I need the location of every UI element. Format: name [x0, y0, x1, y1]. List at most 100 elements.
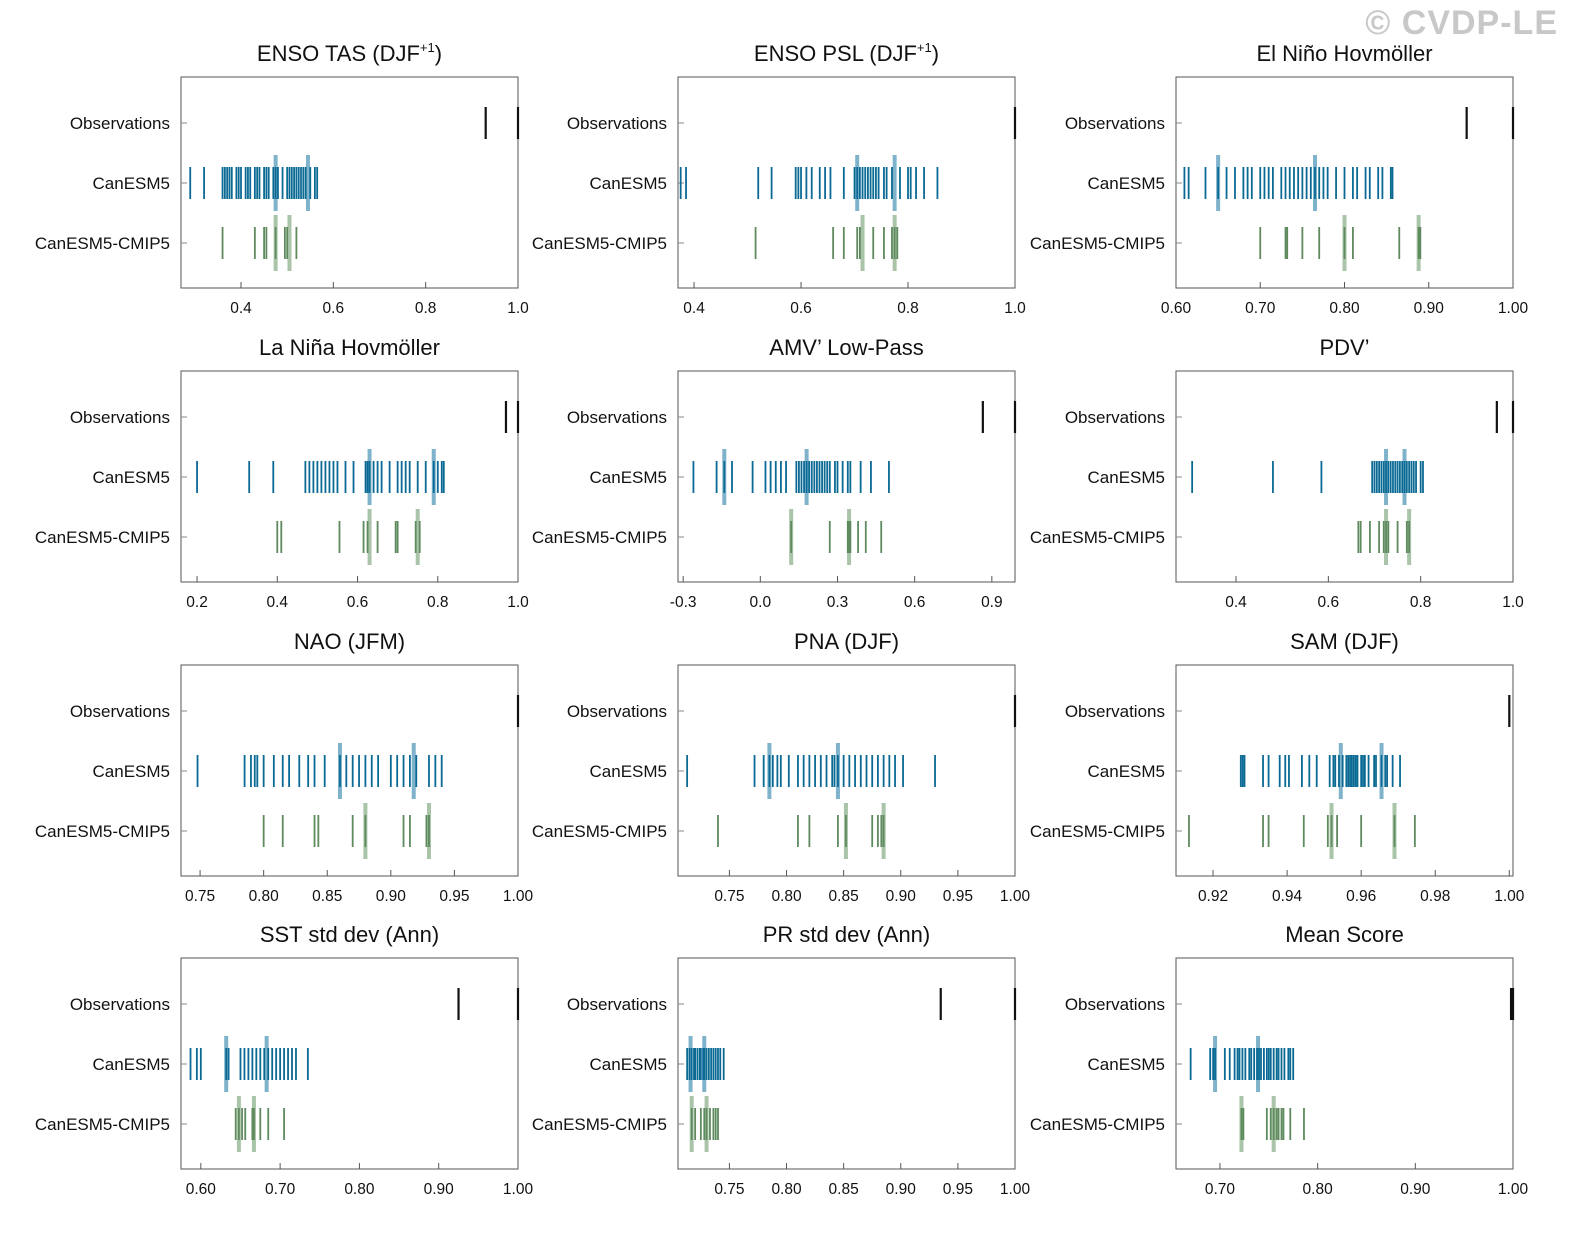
x-tick-label: 0.6 — [904, 594, 926, 611]
x-tick-label: 0.6 — [323, 300, 345, 317]
row-label: CanESM5-CMIP5 — [532, 1115, 667, 1134]
panel-title: SAM (DJF) — [1290, 629, 1399, 654]
x-tick-label: 0.4 — [230, 300, 252, 317]
x-tick-label: 0.98 — [1420, 888, 1450, 905]
x-tick-label: 0.92 — [1198, 888, 1228, 905]
x-tick-label: 1.0 — [1004, 300, 1026, 317]
row-label: Observations — [70, 995, 170, 1014]
x-tick-label: 1.00 — [1498, 300, 1529, 317]
row-label: CanESM5-CMIP5 — [1030, 528, 1165, 547]
x-tick-label: 0.4 — [683, 300, 705, 317]
x-tick-label: 0.70 — [1205, 1181, 1236, 1198]
row-label: CanESM5-CMIP5 — [1030, 822, 1165, 841]
x-tick-label: 1.00 — [503, 1181, 534, 1198]
row-label: CanESM5 — [93, 174, 170, 193]
x-tick-label: 0.0 — [750, 594, 772, 611]
panel-1: ENSO TAS (DJF+1) Observations CanESM5 CanES… — [35, 40, 529, 317]
plot-frame — [180, 370, 519, 583]
row-label: CanESM5 — [1088, 174, 1165, 193]
x-tick-label: 0.80 — [1303, 1181, 1334, 1198]
x-tick-label: 1.00 — [1498, 1181, 1529, 1198]
x-tick-label: 0.90 — [424, 1181, 455, 1198]
panel-title: AMV’ Low-Pass — [769, 335, 923, 360]
x-tick-label: 0.6 — [1318, 594, 1340, 611]
x-tick-label: 0.90 — [376, 888, 407, 905]
x-tick-label: 1.00 — [1494, 888, 1525, 905]
panel-7: NAO (JFM) Observations CanESM5 CanESM5-CMIP… — [35, 629, 534, 905]
panel-10: SST std dev (Ann) Observations CanESM5 CanE… — [35, 922, 534, 1198]
row-label: CanESM5-CMIP5 — [35, 1115, 170, 1134]
panel-title: PNA (DJF) — [794, 629, 899, 654]
x-tick-label: 0.75 — [714, 1181, 744, 1198]
panel-4: La Niña Hovmöller Observations CanESM5 CanE… — [35, 335, 529, 611]
x-tick-label: 0.9 — [981, 594, 1003, 611]
x-tick-label: 0.95 — [943, 1181, 973, 1198]
x-tick-label: 0.90 — [1400, 1181, 1431, 1198]
x-tick-label: 0.8 — [1410, 594, 1432, 611]
row-label: CanESM5 — [590, 174, 667, 193]
x-tick-label: 1.0 — [1502, 594, 1524, 611]
x-tick-label: 0.70 — [265, 1181, 296, 1198]
row-label: Observations — [1065, 114, 1165, 133]
panel-8: PNA (DJF) Observations CanESM5 CanESM5-CMIP… — [532, 629, 1031, 905]
panel-5: AMV’ Low-Pass Observations CanESM5 CanESM5-… — [532, 335, 1017, 611]
x-tick-label: 1.0 — [507, 594, 529, 611]
row-label: Observations — [1065, 702, 1165, 721]
x-tick-label: 1.00 — [1000, 1181, 1031, 1198]
panel-title: SST std dev (Ann) — [260, 922, 439, 947]
row-label: Observations — [1065, 408, 1165, 427]
x-tick-label: 0.96 — [1346, 888, 1376, 905]
plot-frame — [180, 664, 519, 877]
x-tick-label: 0.95 — [439, 888, 469, 905]
row-label: CanESM5-CMIP5 — [35, 528, 170, 547]
row-label: CanESM5 — [1088, 762, 1165, 781]
row-label: CanESM5-CMIP5 — [1030, 234, 1165, 253]
x-tick-label: 1.0 — [507, 300, 529, 317]
panel-6: PDV’ Observations CanESM5 CanESM5-CMIP5 0.4 0… — [1030, 335, 1524, 611]
x-tick-label: 0.80 — [771, 888, 802, 905]
panel-title: PR std dev (Ann) — [763, 922, 931, 947]
row-label: CanESM5 — [93, 762, 170, 781]
row-label: Observations — [567, 114, 667, 133]
row-label: CanESM5 — [93, 468, 170, 487]
x-tick-label: 1.00 — [1000, 888, 1031, 905]
x-tick-label: 0.94 — [1272, 888, 1303, 905]
x-tick-label: 0.6 — [790, 300, 812, 317]
panel-3: El Niño Hovmöller Observations CanESM5 CanE… — [1030, 41, 1529, 317]
row-label: CanESM5 — [93, 1055, 170, 1074]
plot-frame — [677, 76, 1016, 289]
row-label: CanESM5-CMIP5 — [35, 822, 170, 841]
x-tick-label: 0.80 — [249, 888, 280, 905]
row-label: CanESM5-CMIP5 — [35, 234, 170, 253]
row-label: CanESM5 — [590, 762, 667, 781]
panel-title: Mean Score — [1285, 922, 1404, 947]
x-tick-label: 0.90 — [1414, 300, 1445, 317]
x-tick-label: 0.90 — [886, 888, 917, 905]
panel-title: ENSO TAS (DJF+1) — [257, 40, 442, 66]
x-tick-label: 0.4 — [1225, 594, 1247, 611]
x-tick-label: 0.75 — [185, 888, 215, 905]
x-tick-label: 0.80 — [771, 1181, 802, 1198]
row-label: CanESM5-CMIP5 — [1030, 1115, 1165, 1134]
x-tick-label: 0.8 — [415, 300, 437, 317]
row-label: Observations — [70, 408, 170, 427]
x-tick-label: 0.2 — [186, 594, 208, 611]
panel-11: PR std dev (Ann) Observations CanESM5 CanES… — [532, 922, 1031, 1198]
x-tick-label: 0.60 — [186, 1181, 217, 1198]
x-tick-label: 0.90 — [886, 1181, 917, 1198]
row-label: CanESM5-CMIP5 — [532, 822, 667, 841]
x-tick-label: 0.8 — [897, 300, 919, 317]
x-tick-label: 0.6 — [347, 594, 369, 611]
x-tick-label: 0.95 — [943, 888, 973, 905]
x-tick-label: 0.70 — [1245, 300, 1276, 317]
row-label: Observations — [567, 702, 667, 721]
plot-frame — [180, 957, 519, 1170]
row-label: CanESM5 — [590, 468, 667, 487]
row-label: Observations — [567, 995, 667, 1014]
watermark: © CVDP-LE — [1365, 4, 1558, 42]
row-label: Observations — [70, 702, 170, 721]
panel-title: PDV’ — [1319, 335, 1369, 360]
panel-12: Mean Score Observations CanESM5 CanESM5-CMI… — [1030, 922, 1529, 1198]
row-label: Observations — [1065, 995, 1165, 1014]
panel-title: NAO (JFM) — [294, 629, 405, 654]
